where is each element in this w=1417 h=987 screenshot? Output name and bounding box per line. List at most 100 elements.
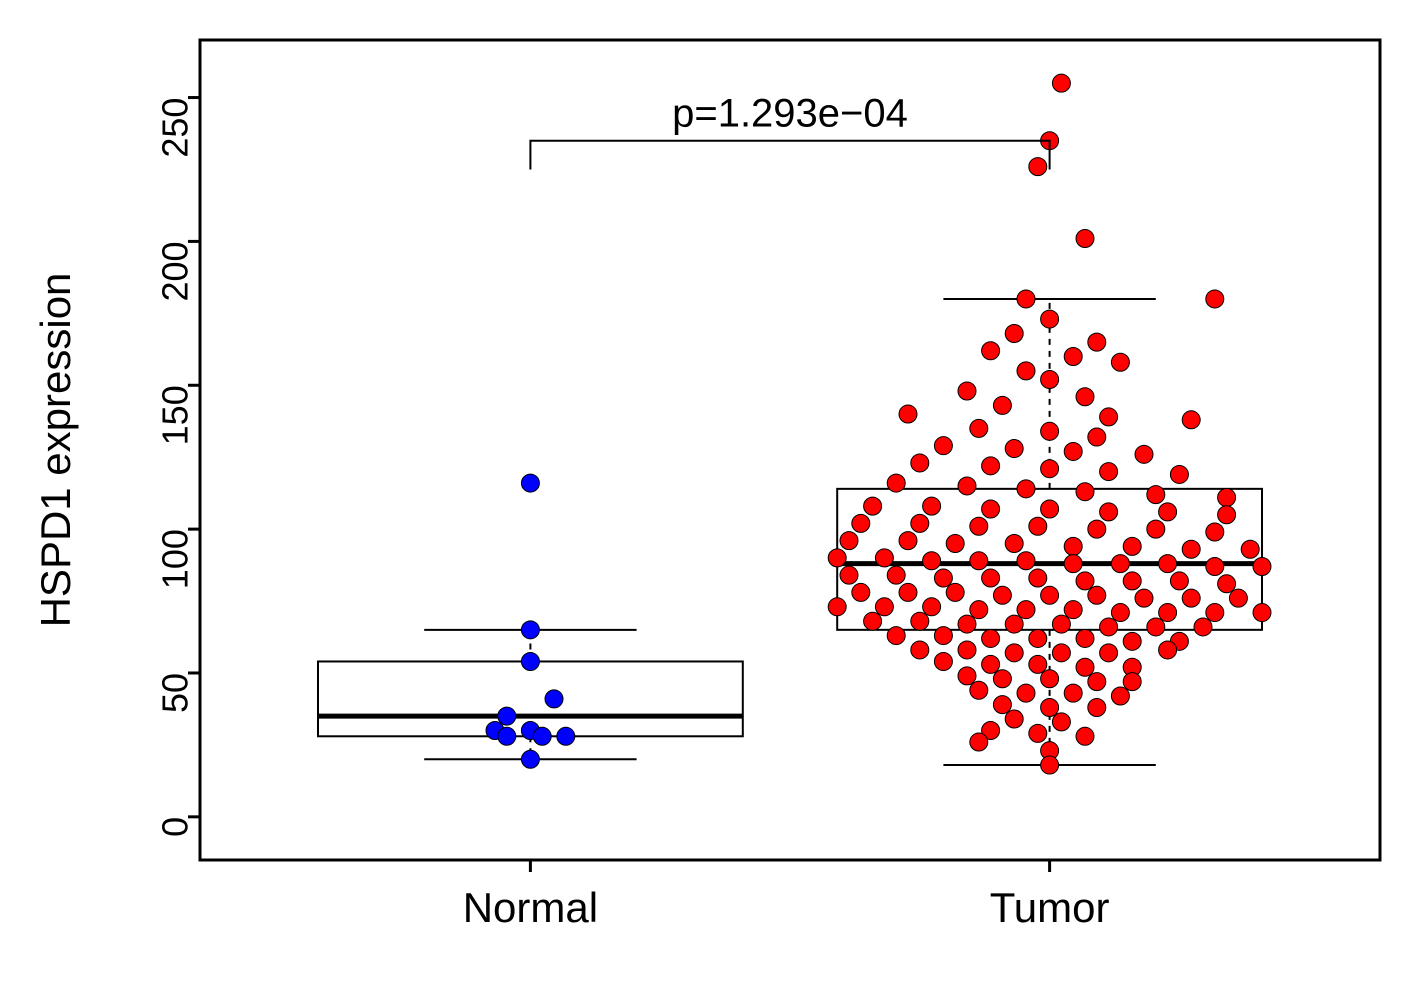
data-point xyxy=(1076,483,1094,501)
data-point xyxy=(1064,537,1082,555)
data-point xyxy=(1253,604,1271,622)
data-point xyxy=(993,696,1011,714)
data-point xyxy=(1076,629,1094,647)
data-point xyxy=(1041,699,1059,717)
data-point xyxy=(840,566,858,584)
data-point xyxy=(1017,362,1035,380)
data-point xyxy=(1206,558,1224,576)
data-point xyxy=(1182,589,1200,607)
pvalue-label: p=1.293e−04 xyxy=(672,92,908,136)
chart-svg: 050100150200250HSPD1 expressionNormalTum… xyxy=(0,0,1417,987)
data-point xyxy=(923,552,941,570)
data-point xyxy=(1206,604,1224,622)
data-point xyxy=(1088,586,1106,604)
data-point xyxy=(993,670,1011,688)
data-point xyxy=(1041,460,1059,478)
data-point xyxy=(1005,615,1023,633)
data-point xyxy=(1005,710,1023,728)
data-point xyxy=(958,667,976,685)
data-point xyxy=(899,583,917,601)
data-point xyxy=(1076,572,1094,590)
y-tick-label: 250 xyxy=(155,98,196,158)
data-point xyxy=(934,652,952,670)
data-point xyxy=(934,627,952,645)
data-point xyxy=(958,477,976,495)
data-point xyxy=(1041,371,1059,389)
y-tick-label: 150 xyxy=(155,385,196,445)
data-point xyxy=(1052,644,1070,662)
data-point xyxy=(1182,411,1200,429)
data-point xyxy=(1147,486,1165,504)
data-point xyxy=(1088,333,1106,351)
data-point xyxy=(911,454,929,472)
data-point xyxy=(1111,687,1129,705)
data-point xyxy=(1041,586,1059,604)
data-point xyxy=(1064,601,1082,619)
data-point xyxy=(864,497,882,515)
data-point xyxy=(970,419,988,437)
data-point xyxy=(1159,503,1177,521)
data-point xyxy=(521,474,539,492)
data-point xyxy=(887,566,905,584)
data-point xyxy=(1064,684,1082,702)
data-point xyxy=(1017,480,1035,498)
data-point xyxy=(1005,644,1023,662)
y-tick-label: 100 xyxy=(155,529,196,589)
data-point xyxy=(521,621,539,639)
data-point xyxy=(911,514,929,532)
data-point xyxy=(1194,618,1212,636)
data-point xyxy=(899,532,917,550)
data-point xyxy=(1170,572,1188,590)
data-point xyxy=(1041,500,1059,518)
data-point xyxy=(1159,555,1177,573)
data-point xyxy=(1029,517,1047,535)
data-point xyxy=(1064,555,1082,573)
data-point xyxy=(887,627,905,645)
data-point xyxy=(982,500,1000,518)
data-point xyxy=(1076,388,1094,406)
data-point xyxy=(993,586,1011,604)
data-point xyxy=(934,569,952,587)
data-point xyxy=(1100,644,1118,662)
data-point xyxy=(1041,756,1059,774)
data-point xyxy=(1064,442,1082,460)
data-point xyxy=(1076,727,1094,745)
data-point xyxy=(970,517,988,535)
data-point xyxy=(1218,488,1236,506)
data-point xyxy=(1100,618,1118,636)
data-point xyxy=(1041,670,1059,688)
data-point xyxy=(1123,673,1141,691)
data-point xyxy=(982,569,1000,587)
data-point xyxy=(1206,290,1224,308)
y-tick-label: 0 xyxy=(155,817,196,837)
data-point xyxy=(1123,572,1141,590)
pvalue-bracket xyxy=(530,141,1049,170)
data-point xyxy=(1052,615,1070,633)
data-point xyxy=(1218,575,1236,593)
data-point xyxy=(1111,555,1129,573)
data-point xyxy=(899,405,917,423)
y-tick-label: 50 xyxy=(155,673,196,713)
data-point xyxy=(1088,428,1106,446)
data-point xyxy=(1076,230,1094,248)
data-point xyxy=(828,598,846,616)
data-point xyxy=(1241,540,1259,558)
data-point xyxy=(982,655,1000,673)
data-point xyxy=(1111,604,1129,622)
data-point xyxy=(840,532,858,550)
data-point xyxy=(498,727,516,745)
data-point xyxy=(982,457,1000,475)
data-point xyxy=(557,727,575,745)
data-point xyxy=(875,549,893,567)
data-point xyxy=(1147,618,1165,636)
data-point xyxy=(1147,520,1165,538)
data-point xyxy=(1088,520,1106,538)
data-point xyxy=(533,727,551,745)
data-point xyxy=(1052,74,1070,92)
data-point xyxy=(1218,506,1236,524)
data-point xyxy=(1135,589,1153,607)
data-point xyxy=(1029,629,1047,647)
data-point xyxy=(1017,601,1035,619)
data-point xyxy=(946,583,964,601)
boxplot-chart: 050100150200250HSPD1 expressionNormalTum… xyxy=(0,0,1417,987)
